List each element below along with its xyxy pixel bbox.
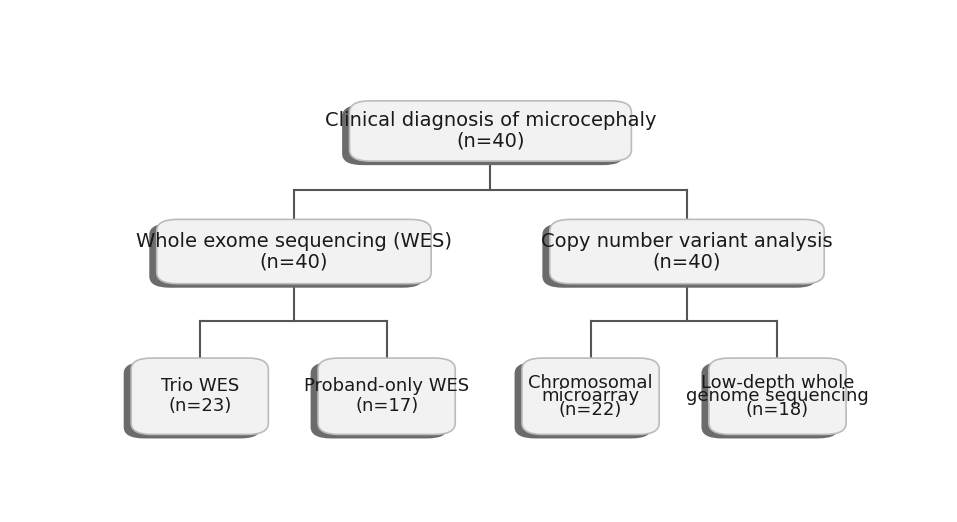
Text: Low-depth whole: Low-depth whole [701, 374, 855, 392]
Text: (n=22): (n=22) [559, 400, 622, 419]
FancyBboxPatch shape [343, 105, 624, 165]
Text: (n=40): (n=40) [456, 132, 524, 150]
Text: Clinical diagnosis of microcephaly: Clinical diagnosis of microcephaly [324, 111, 657, 130]
Text: Chromosomal: Chromosomal [528, 374, 653, 392]
FancyBboxPatch shape [318, 358, 456, 434]
FancyBboxPatch shape [543, 223, 817, 288]
Text: (n=23): (n=23) [168, 397, 232, 416]
FancyBboxPatch shape [157, 219, 432, 284]
FancyBboxPatch shape [550, 219, 824, 284]
Text: (n=18): (n=18) [746, 400, 809, 419]
Text: Proband-only WES: Proband-only WES [304, 377, 469, 395]
Text: Whole exome sequencing (WES): Whole exome sequencing (WES) [136, 232, 452, 251]
Text: microarray: microarray [542, 387, 639, 405]
Text: genome sequencing: genome sequencing [686, 387, 869, 405]
FancyBboxPatch shape [149, 223, 424, 288]
Text: Copy number variant analysis: Copy number variant analysis [542, 232, 833, 251]
Text: (n=17): (n=17) [355, 397, 418, 416]
FancyBboxPatch shape [131, 358, 268, 434]
FancyBboxPatch shape [349, 101, 632, 161]
Text: (n=40): (n=40) [259, 252, 328, 271]
Text: Trio WES: Trio WES [161, 377, 239, 395]
FancyBboxPatch shape [701, 362, 838, 438]
Text: (n=40): (n=40) [653, 252, 722, 271]
FancyBboxPatch shape [522, 358, 659, 434]
FancyBboxPatch shape [709, 358, 846, 434]
FancyBboxPatch shape [311, 362, 448, 438]
FancyBboxPatch shape [515, 362, 652, 438]
FancyBboxPatch shape [123, 362, 261, 438]
